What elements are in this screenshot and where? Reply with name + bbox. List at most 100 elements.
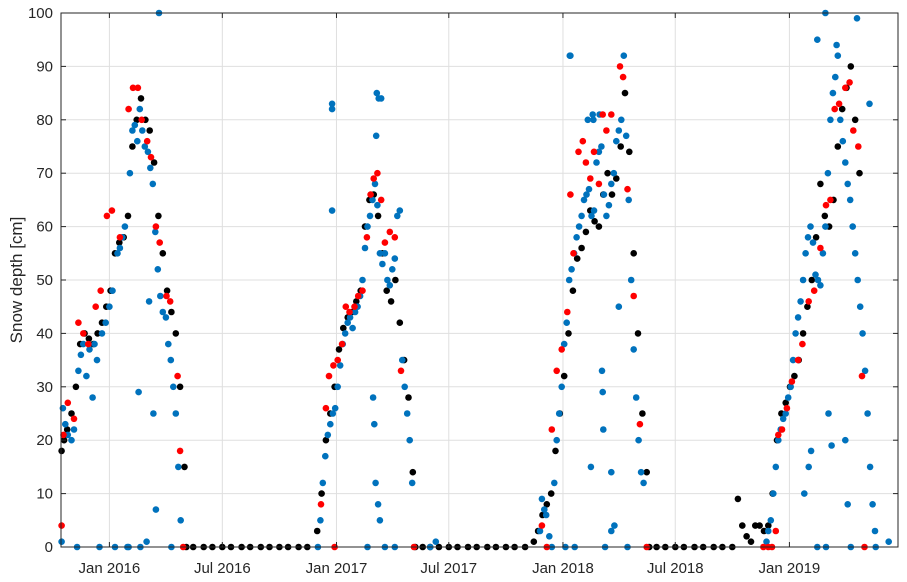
data-point (322, 436, 330, 444)
data-point (619, 73, 627, 81)
data-point (824, 169, 832, 177)
data-point (849, 223, 856, 230)
data-point (366, 212, 374, 220)
series-0-points (58, 63, 863, 551)
y-tick-label: 80 (36, 112, 53, 129)
data-point (324, 431, 332, 439)
data-point (625, 196, 632, 204)
data-point (391, 255, 399, 262)
data-point (346, 314, 354, 321)
data-point (827, 196, 834, 204)
data-point (858, 372, 866, 380)
data-point (584, 116, 592, 124)
data-point (765, 527, 772, 535)
data-point (587, 175, 594, 182)
data-point (743, 533, 750, 540)
data-point (80, 330, 87, 337)
data-point (403, 410, 411, 417)
data-point (600, 191, 608, 198)
data-point (372, 479, 379, 487)
data-point (585, 185, 593, 193)
data-point (369, 394, 377, 401)
data-point (624, 185, 631, 193)
data-point (124, 212, 132, 220)
data-point (618, 116, 625, 124)
data-point (799, 276, 807, 284)
data-points (58, 9, 892, 551)
data-point (129, 127, 136, 134)
data-point (560, 372, 568, 380)
data-point (610, 169, 618, 177)
data-point (553, 367, 560, 375)
data-point (630, 346, 637, 353)
data-point (817, 282, 824, 289)
data-point (543, 501, 551, 508)
data-point (322, 404, 330, 412)
data-point (595, 180, 603, 188)
data-point (599, 388, 606, 396)
data-point (401, 383, 409, 391)
data-point (615, 303, 623, 311)
data-point (331, 404, 339, 412)
data-point (846, 79, 853, 86)
data-point (617, 143, 624, 150)
data-point (351, 303, 358, 311)
data-point (595, 223, 603, 230)
data-point (595, 148, 603, 156)
data-point (371, 420, 378, 428)
data-point (134, 137, 141, 145)
data-point (399, 356, 406, 364)
data-point (822, 201, 830, 209)
data-point (367, 191, 374, 198)
data-point (406, 436, 414, 444)
data-point (603, 212, 610, 220)
data-point (787, 383, 794, 391)
data-point (371, 180, 379, 188)
data-point (342, 303, 350, 311)
data-point (578, 244, 585, 252)
data-point (563, 319, 570, 327)
data-point (68, 410, 75, 417)
data-point (819, 250, 827, 257)
data-point (325, 372, 333, 380)
data-point (379, 260, 386, 268)
x-tick-label: Jan 2019 (759, 560, 821, 577)
data-point (842, 84, 849, 92)
data-point (134, 84, 142, 92)
data-point (772, 527, 780, 535)
data-point (639, 410, 646, 417)
data-point (338, 340, 346, 348)
data-point (86, 346, 93, 353)
data-point (64, 399, 72, 407)
x-tick-label: Jul 2016 (194, 560, 251, 577)
data-point (842, 436, 849, 444)
data-point (822, 223, 829, 230)
data-point (152, 506, 160, 513)
data-point (155, 212, 162, 220)
data-point (575, 223, 583, 230)
data-point (783, 404, 791, 412)
y-tick-label: 10 (36, 486, 53, 503)
data-point (788, 378, 796, 385)
data-point (613, 175, 620, 182)
data-point (799, 330, 807, 337)
data-point (167, 356, 175, 364)
data-point (622, 132, 630, 140)
data-point (159, 250, 167, 257)
data-point (176, 447, 184, 455)
data-point (834, 143, 842, 150)
data-point (359, 287, 366, 295)
data-point (856, 169, 863, 177)
data-point (405, 394, 412, 401)
data-point (599, 111, 606, 118)
data-point (546, 533, 553, 540)
data-point (767, 517, 775, 524)
data-point (603, 127, 610, 134)
data-point (329, 410, 337, 417)
data-point (589, 111, 596, 118)
data-point (765, 522, 772, 529)
data-point (152, 223, 160, 230)
data-point (782, 399, 789, 407)
data-point (568, 266, 575, 273)
data-point (763, 538, 770, 545)
